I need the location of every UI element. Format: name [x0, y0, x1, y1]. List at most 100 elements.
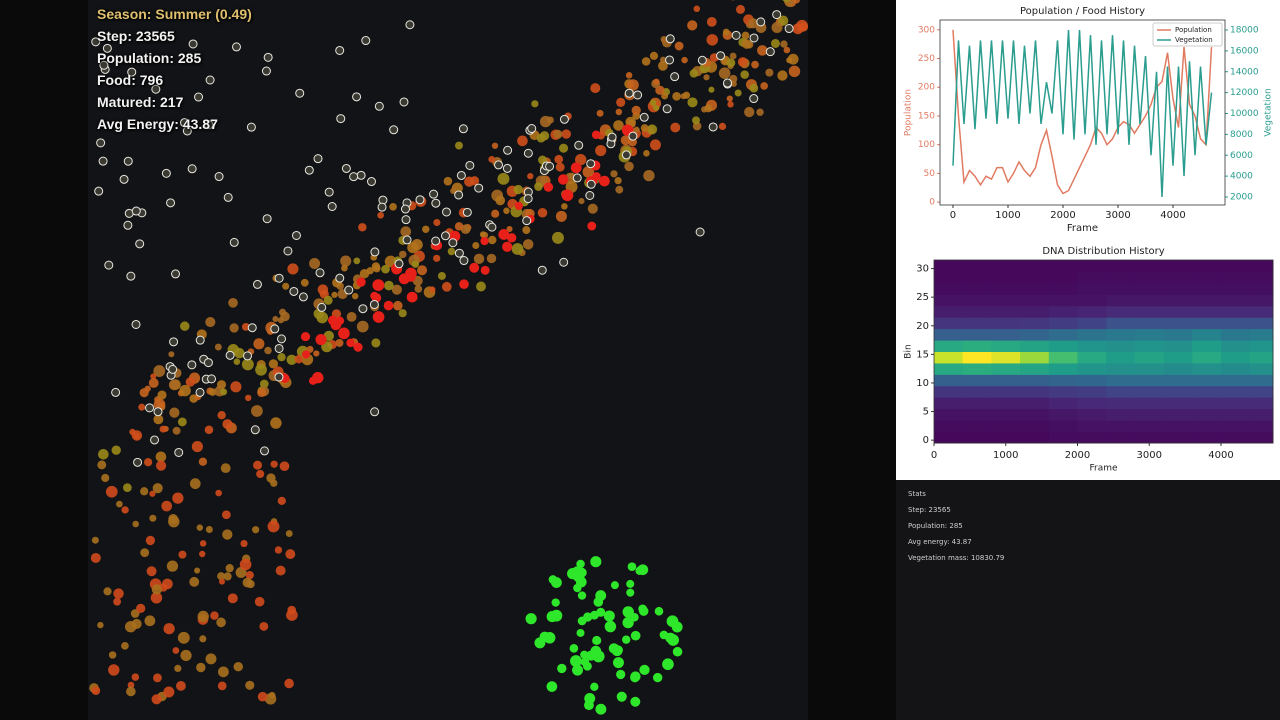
- creature: [431, 236, 441, 246]
- creature: [682, 91, 691, 99]
- creature: [543, 631, 556, 644]
- heatmap-cell: [1106, 385, 1136, 398]
- y-tick-label: 300: [918, 25, 935, 35]
- creature: [740, 70, 749, 79]
- heatmap-cell: [1134, 420, 1165, 433]
- heatmap-cell: [1220, 351, 1251, 364]
- creature: [577, 591, 587, 600]
- creature: [659, 630, 669, 640]
- creature: [703, 74, 710, 81]
- creature: [203, 358, 213, 368]
- creature: [196, 524, 204, 531]
- creature: [233, 661, 243, 672]
- creature: [503, 145, 513, 155]
- creature: [731, 30, 741, 40]
- creature: [218, 666, 229, 678]
- heatmap-cell: [991, 385, 1021, 398]
- heatmap-cell: [1220, 317, 1251, 330]
- creature: [559, 257, 569, 267]
- creature: [174, 664, 182, 672]
- creature: [749, 94, 759, 104]
- creature: [291, 230, 301, 240]
- creature: [502, 163, 512, 173]
- creature: [394, 259, 404, 269]
- heatmap-cell: [1163, 282, 1193, 295]
- creature: [389, 203, 397, 211]
- heatmap-cell: [1134, 397, 1165, 410]
- heatmap-cell: [1163, 305, 1193, 318]
- heatmap-cell: [934, 362, 964, 375]
- creature: [633, 90, 643, 100]
- heatmap-cell: [1077, 397, 1107, 410]
- creature: [469, 262, 480, 273]
- legend-label: Population: [1175, 26, 1212, 34]
- heatmap-cell: [991, 317, 1021, 330]
- heatmap-cell: [1106, 362, 1136, 375]
- y-tick-label: 250: [918, 54, 935, 64]
- creature: [108, 651, 117, 659]
- creature: [97, 460, 107, 470]
- heatmap-cell: [962, 328, 992, 341]
- heatmap-cell: [962, 397, 992, 410]
- stats-line: Vegetation mass: 10830.79: [908, 554, 1005, 562]
- y-tick-label: 25: [916, 292, 929, 303]
- heatmap-cell: [934, 351, 964, 364]
- creature: [270, 417, 282, 429]
- x-tick-label: 4000: [1160, 210, 1185, 221]
- creature: [788, 65, 801, 78]
- creature: [129, 428, 136, 436]
- charts-panel: Population / Food History Frame Population…: [896, 0, 1280, 480]
- creature: [751, 60, 759, 69]
- series-line: [952, 29, 1213, 195]
- heatmap-cell: [934, 385, 964, 398]
- creature: [511, 243, 524, 255]
- creature: [239, 558, 252, 571]
- heatmap-cell: [1020, 260, 1050, 272]
- creature: [369, 299, 379, 309]
- heatmap-cell: [1192, 385, 1222, 398]
- heatmap-cell: [1249, 374, 1274, 387]
- creature: [649, 139, 661, 151]
- creature: [257, 691, 268, 702]
- heatmap-cell: [1249, 351, 1274, 364]
- creature: [531, 100, 539, 108]
- heatmap-cell: [1020, 431, 1050, 444]
- creature: [91, 37, 101, 47]
- creature: [405, 20, 415, 30]
- creature: [661, 92, 669, 100]
- creature: [371, 338, 381, 348]
- creature: [558, 174, 569, 185]
- heatmap-cell: [934, 408, 964, 421]
- creature: [101, 473, 110, 483]
- creature: [765, 47, 775, 57]
- creature: [220, 388, 228, 396]
- creature: [441, 281, 452, 292]
- creature: [383, 300, 394, 311]
- creature: [151, 84, 161, 94]
- plot-frame: [939, 19, 1226, 206]
- heatmap-cell: [1048, 385, 1078, 398]
- creature: [172, 426, 181, 435]
- heatmap-cell: [1163, 420, 1193, 433]
- heatmap-cell: [1134, 340, 1165, 352]
- creature: [153, 365, 166, 377]
- creature: [315, 333, 327, 346]
- creature: [534, 637, 546, 649]
- heatmap-cell: [1106, 328, 1136, 341]
- creature: [356, 320, 369, 333]
- heatmap-cell: [1249, 317, 1274, 330]
- heatmap-cell: [1020, 317, 1050, 330]
- creature: [188, 39, 198, 49]
- creature: [697, 55, 707, 65]
- creature: [641, 57, 651, 66]
- creature: [718, 122, 727, 131]
- creature: [144, 458, 153, 467]
- heatmap-cell: [1077, 305, 1107, 318]
- heatmap-cell: [1106, 260, 1136, 272]
- creature: [113, 588, 124, 599]
- creature: [284, 678, 294, 689]
- creature: [433, 254, 441, 262]
- heatmap-cell: [1192, 351, 1222, 364]
- creature: [262, 214, 272, 224]
